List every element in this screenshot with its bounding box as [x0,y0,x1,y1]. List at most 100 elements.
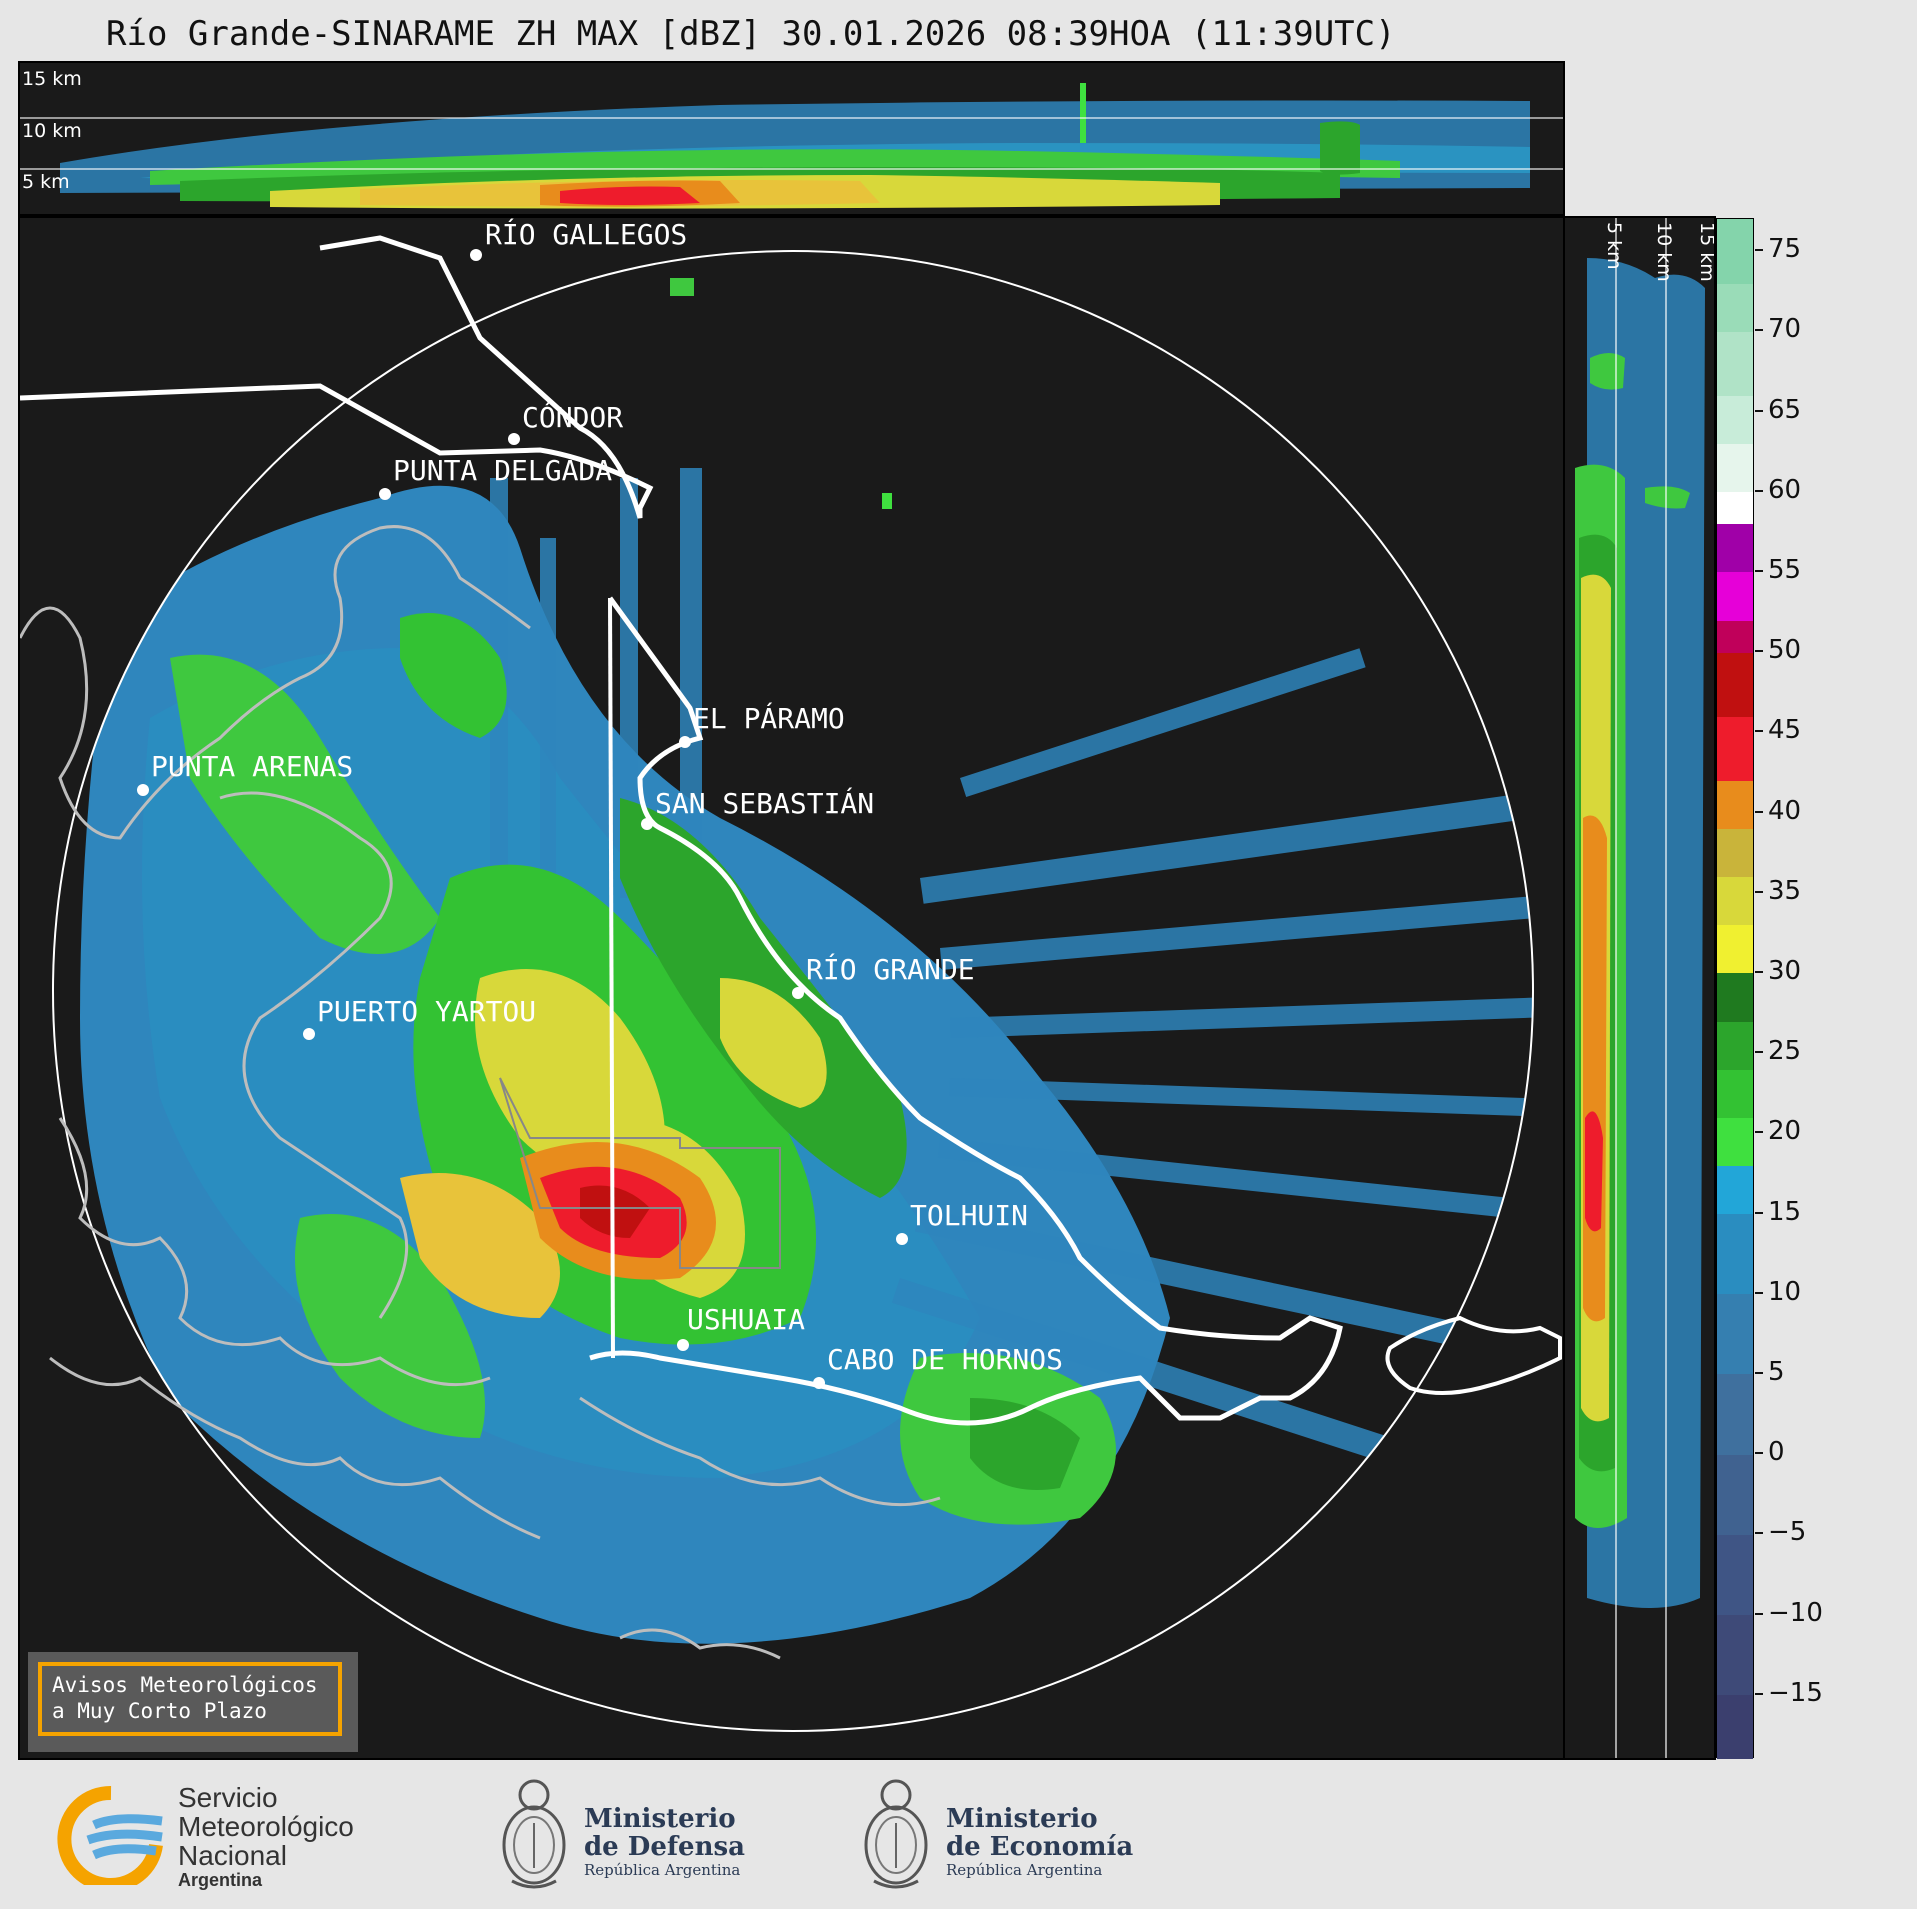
colorbar-tick-label: 70 [1768,314,1802,345]
avisos-border: Avisos Meteorológicos a Muy Corto Plazo [38,1662,342,1736]
smn-line2: Meteorológico [178,1811,354,1842]
economia-line2: de Economía [946,1832,1134,1862]
colorbar-band [1717,331,1753,396]
colorbar-band [1717,283,1753,332]
colorbar-tick-label: 20 [1768,1116,1802,1147]
colorbar-tick [1755,1372,1763,1374]
colorbar-tick [1755,569,1763,572]
colorbar-tick [1755,249,1763,252]
city-label-cabo-de-hornos: CABO DE HORNOS [827,1343,1064,1376]
smn-line3: Nacional [178,1840,287,1871]
city-label-tolhuin: TOLHUIN [910,1199,1029,1232]
height-label-15km-vertical: 15 km [1696,222,1716,282]
right-cross-section-panel: 5 km 10 km 15 km [1563,216,1716,1760]
economia-logo-text: Ministerio de Economía República Argenti… [946,1805,1133,1879]
colorbar-band [1717,1694,1753,1760]
defensa-line2: de Defensa [584,1832,745,1862]
colorbar-tick-label: 45 [1768,715,1802,746]
colorbar-tick [1755,810,1763,813]
colorbar-band [1717,491,1753,525]
colorbar-tick [1755,1452,1763,1455]
avisos-line2: a Muy Corto Plazo [52,1699,267,1723]
colorbar-band [1717,443,1753,493]
colorbar-band [1717,395,1753,445]
city-label-rio-grande: RÍO GRANDE [806,953,975,986]
colorbar-tick-label: 50 [1768,635,1802,666]
colorbar-band [1717,571,1753,621]
colorbar-band [1717,876,1753,926]
city-label-punta-arenas: PUNTA ARENAS [151,750,354,783]
colorbar-band [1717,523,1753,573]
colorbar-tick [1755,489,1763,492]
colorbar-band [1717,716,1753,781]
defensa-logo-text: Ministerio de Defensa República Argentin… [584,1805,745,1879]
colorbar-tick-label: 10 [1768,1276,1802,1307]
colorbar-tick [1755,1131,1763,1134]
height-label-5km-vertical: 5 km [1603,222,1625,270]
colorbar-tick [1755,970,1763,973]
colorbar-tick-label: 60 [1768,474,1802,505]
range-ring [52,250,1534,1732]
height-label-10km: 10 km [22,120,82,142]
colorbar-tick [1755,329,1763,332]
height-label-5km: 5 km [22,171,70,193]
colorbar-tick-label: 75 [1768,234,1802,265]
colorbar-band [1717,219,1753,284]
radar-reflectivity-map [20,235,1562,1732]
coastline-outlines [20,525,941,1660]
colorbar-tick [1755,730,1763,733]
smn-logo-icon [57,1785,163,1885]
colorbar-tick [1755,890,1763,893]
radar-map-panel: RÍO GALLEGOS CÓNDOR PUNTA DELGADA EL PÁR… [18,216,1565,1760]
city-label-san-sebastian: SAN SEBASTIÁN [655,787,875,820]
colorbar-tick-label: 35 [1768,875,1802,906]
colorbar-tick-label: −10 [1768,1597,1823,1628]
colorbar-band [1717,1117,1753,1166]
reflectivity-echoes [80,278,1533,1644]
economia-line1: Ministerio [946,1804,1098,1834]
colorbar-band [1717,652,1753,717]
height-label-10km-vertical: 10 km [1653,222,1675,282]
colorbar-band [1717,1454,1753,1535]
colorbar-band [1717,828,1753,878]
colorbar-tick [1755,1612,1763,1615]
smn-line4: Argentina [178,1870,263,1890]
top-cross-section-plot [20,83,1563,209]
international-border-lines [20,235,1562,1426]
smn-logo-text: Servicio Meteorológico Nacional Argentin… [178,1783,354,1891]
city-markers [137,249,908,1389]
colorbar-tick-label: 40 [1768,795,1802,826]
avisos-line1: Avisos Meteorológicos [52,1673,318,1697]
city-label-puerto-yartou: PUERTO YARTOU [317,995,537,1028]
smn-line1: Servicio [178,1782,278,1813]
colorbar-tick [1755,1692,1763,1695]
height-label-15km: 15 km [22,68,82,90]
dbz-colorbar [1716,218,1754,1760]
colorbar-band [1717,620,1753,653]
colorbar-tick-label: 5 [1768,1357,1785,1387]
defensa-line1: Ministerio [584,1804,736,1834]
colorbar-tick [1755,409,1763,412]
colorbar-tick-label: 55 [1768,554,1802,585]
colorbar-tick-label: 30 [1768,955,1802,986]
economia-line3: República Argentina [946,1861,1103,1879]
colorbar-band [1717,1614,1753,1696]
colorbar-tick-label: −15 [1768,1677,1823,1708]
colorbar-band [1717,1165,1753,1215]
colorbar-tick-label: 65 [1768,394,1802,425]
colorbar-tick-label: −5 [1768,1517,1807,1548]
colorbar-tick [1755,1051,1763,1054]
city-label-rio-gallegos: RÍO GALLEGOS [485,218,688,251]
avisos-box: Avisos Meteorológicos a Muy Corto Plazo [28,1652,358,1752]
colorbar-band [1717,1374,1753,1455]
colorbar-band [1717,1293,1753,1375]
economia-coat-of-arms-icon [864,1779,928,1889]
colorbar-band [1717,972,1753,1022]
colorbar-band [1717,1021,1753,1070]
colorbar-band [1717,1534,1753,1616]
right-cross-section-plot [1575,218,1705,1758]
colorbar-tick-label: 25 [1768,1036,1802,1067]
top-cross-section-panel: 15 km 10 km 5 km [18,61,1565,216]
city-label-ushuaia: USHUAIA [687,1303,806,1336]
defensa-coat-of-arms-icon [502,1779,566,1889]
